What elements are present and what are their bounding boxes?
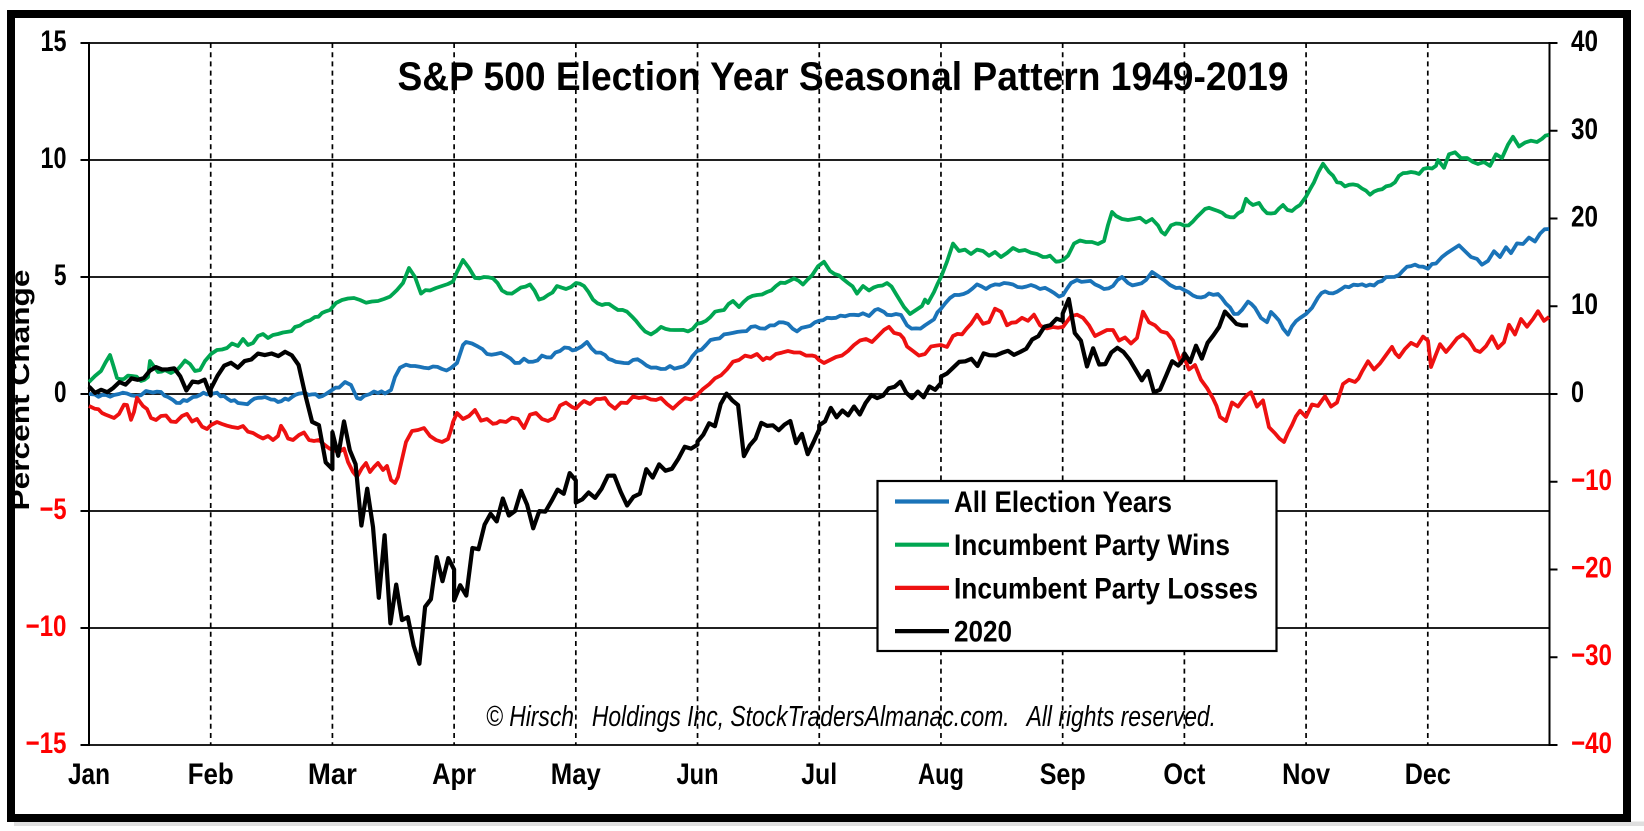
svg-text:© Hirsch Holdings Inc, StockT: © Hirsch Holdings Inc, StockTradersAlman… [486, 701, 1216, 733]
svg-text:2020: 2020 [954, 616, 1012, 649]
svg-text:−10: −10 [1571, 464, 1612, 497]
svg-text:−40: −40 [1571, 727, 1612, 760]
svg-text:10: 10 [1571, 288, 1598, 321]
svg-text:0: 0 [54, 376, 67, 409]
svg-text:S&P 500 Election Year Seasonal: S&P 500 Election Year Seasonal Pattern 1… [398, 55, 1289, 99]
svg-text:Feb: Feb [188, 758, 234, 791]
svg-text:Mar: Mar [308, 758, 357, 791]
svg-text:Apr: Apr [432, 758, 476, 791]
svg-text:30: 30 [1571, 113, 1598, 146]
svg-text:Jan: Jan [68, 758, 110, 791]
svg-text:Percent Change: Percent Change [5, 270, 35, 511]
svg-text:May: May [551, 758, 601, 791]
svg-text:−30: −30 [1571, 639, 1612, 672]
svg-text:Incumbent Party Losses: Incumbent Party Losses [954, 572, 1258, 605]
svg-text:Nov: Nov [1282, 758, 1330, 791]
svg-text:Oct: Oct [1163, 758, 1205, 791]
svg-text:10: 10 [41, 142, 67, 175]
svg-text:5: 5 [54, 259, 67, 292]
svg-text:−5: −5 [40, 493, 67, 526]
svg-text:15: 15 [41, 25, 67, 58]
svg-text:All Election Years: All Election Years [954, 486, 1172, 519]
svg-text:Aug: Aug [918, 758, 964, 791]
svg-text:−20: −20 [1571, 552, 1612, 585]
svg-text:Sep: Sep [1040, 758, 1086, 791]
svg-text:Jul: Jul [801, 758, 837, 791]
svg-text:20: 20 [1571, 201, 1598, 234]
svg-text:40: 40 [1571, 25, 1598, 58]
svg-text:−15: −15 [26, 727, 67, 760]
svg-text:0: 0 [1571, 376, 1584, 409]
svg-text:Dec: Dec [1405, 758, 1451, 791]
svg-text:−10: −10 [26, 610, 67, 643]
svg-text:Jun: Jun [677, 758, 719, 791]
svg-text:Incumbent Party Wins: Incumbent Party Wins [954, 529, 1230, 562]
